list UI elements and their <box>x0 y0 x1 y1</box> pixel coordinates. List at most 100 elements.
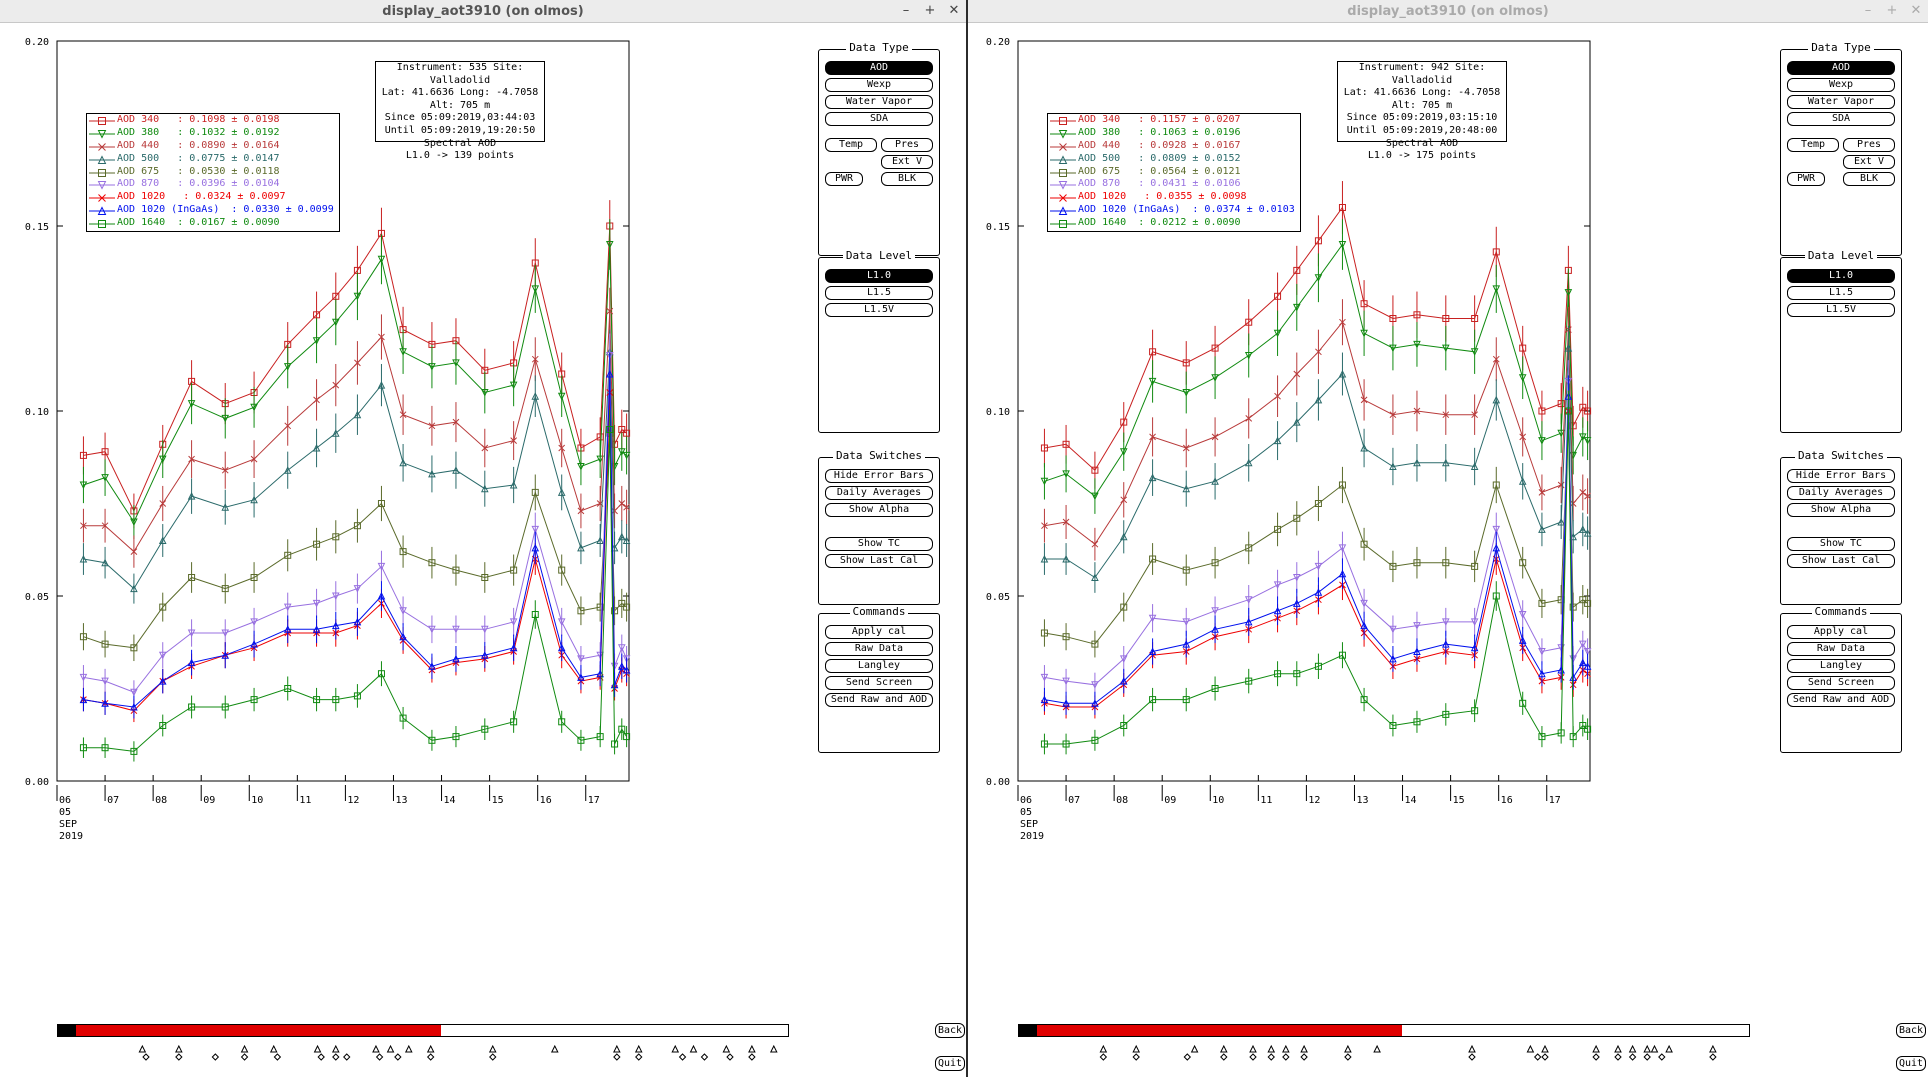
data-point <box>377 255 386 264</box>
apply-cal-button[interactable]: Apply cal <box>1787 625 1895 639</box>
pwr-button[interactable]: PWR <box>1787 172 1825 186</box>
minimize-icon[interactable]: – <box>1864 3 1872 18</box>
quit-button[interactable]: Quit <box>1896 1056 1926 1071</box>
data-point <box>510 718 518 726</box>
wexp-button[interactable]: Wexp <box>825 78 933 92</box>
data-point <box>250 618 258 627</box>
title-bar[interactable]: display_aot3910 (on olmos) – + ✕ <box>0 0 966 23</box>
data-point <box>452 418 460 426</box>
panel-title: Commands <box>849 605 909 618</box>
data-point <box>618 599 626 607</box>
wexp-button[interactable]: Wexp <box>1787 78 1895 92</box>
blk-button[interactable]: BLK <box>1843 172 1895 186</box>
maximize-icon[interactable]: + <box>924 3 936 18</box>
close-icon[interactable]: ✕ <box>948 3 960 18</box>
aod-button[interactable]: AOD <box>1787 61 1895 75</box>
hide-error-bars-button[interactable]: Hide Error Bars <box>1787 469 1895 483</box>
data-point <box>1518 477 1527 485</box>
ext-v-button[interactable]: Ext V <box>881 155 933 169</box>
data-point <box>1584 407 1592 415</box>
x-date-label: 05 <box>59 807 71 818</box>
send-screen-button[interactable]: Send Screen <box>825 676 933 690</box>
data-point <box>332 533 340 541</box>
maximize-icon[interactable]: + <box>1886 3 1898 18</box>
l10-button[interactable]: L1.0 <box>825 269 933 283</box>
data-point <box>452 625 460 634</box>
quit-button[interactable]: Quit <box>935 1056 965 1071</box>
l15v-button[interactable]: L1.5V <box>1787 303 1895 317</box>
info-line: Lat: 41.6636 Long: -4.7058 Alt: 705 m <box>1343 87 1501 111</box>
apply-cal-button[interactable]: Apply cal <box>825 625 933 639</box>
raw-data-button[interactable]: Raw Data <box>1787 642 1895 656</box>
show-alpha-button[interactable]: Show Alpha <box>1787 503 1895 517</box>
data-point <box>1040 477 1049 486</box>
time-range-bar[interactable] <box>57 1024 789 1037</box>
sda-button[interactable]: SDA <box>1787 112 1895 126</box>
l15-button[interactable]: L1.5 <box>1787 286 1895 300</box>
aod-button[interactable]: AOD <box>825 61 933 75</box>
l10-button[interactable]: L1.0 <box>1787 269 1895 283</box>
show-last-cal-button[interactable]: Show Last Cal <box>1787 554 1895 568</box>
data-point <box>531 355 539 363</box>
x-tick-label: 07 <box>107 795 119 806</box>
data-point <box>1471 707 1479 715</box>
data-point <box>1314 588 1323 596</box>
send-screen-button[interactable]: Send Screen <box>1787 676 1895 690</box>
time-range-bar[interactable] <box>1018 1024 1750 1037</box>
show-last-cal-button[interactable]: Show Last Cal <box>825 554 933 568</box>
pwr-button[interactable]: PWR <box>825 172 863 186</box>
l15-button[interactable]: L1.5 <box>825 286 933 300</box>
title-bar[interactable]: display_aot3910 (on olmos) – + ✕ <box>968 0 1928 23</box>
data-point <box>1538 669 1546 678</box>
data-point <box>159 500 167 507</box>
show-tc-button[interactable]: Show TC <box>825 537 933 551</box>
hide-error-bars-button[interactable]: Hide Error Bars <box>825 469 933 483</box>
send-raw-aod-button[interactable]: Send Raw and AOD <box>825 693 933 707</box>
daily-averages-button[interactable]: Daily Averages <box>825 486 933 500</box>
pres-button[interactable]: Pres <box>881 138 933 152</box>
show-alpha-button[interactable]: Show Alpha <box>825 503 933 517</box>
sda-button[interactable]: SDA <box>825 112 933 126</box>
data-point <box>1492 285 1501 294</box>
data-point <box>1338 369 1347 378</box>
data-point <box>1211 685 1219 692</box>
temp-button[interactable]: Temp <box>825 138 877 152</box>
legend-marker-icon <box>1050 142 1076 151</box>
data-point <box>1149 555 1157 563</box>
back-button[interactable]: Back <box>935 1023 965 1038</box>
close-icon[interactable]: ✕ <box>1910 3 1922 18</box>
raw-data-button[interactable]: Raw Data <box>825 642 933 656</box>
langley-button[interactable]: Langley <box>1787 659 1895 673</box>
data-point <box>1564 289 1573 297</box>
water-vapor-button[interactable]: Water Vapor <box>825 95 933 109</box>
data-point <box>332 381 340 389</box>
daily-averages-button[interactable]: Daily Averages <box>1787 486 1895 500</box>
data-point <box>1040 695 1049 704</box>
water-vapor-button[interactable]: Water Vapor <box>1787 95 1895 109</box>
data-point <box>1244 596 1253 604</box>
data-point <box>1182 696 1190 704</box>
legend-marker <box>1058 155 1068 164</box>
data-point <box>79 744 87 752</box>
temp-button[interactable]: Temp <box>1787 138 1839 152</box>
show-tc-button[interactable]: Show TC <box>1787 537 1895 551</box>
data-point <box>531 611 539 618</box>
data-point <box>221 651 230 659</box>
data-point <box>159 722 167 729</box>
back-button[interactable]: Back <box>1896 1023 1926 1038</box>
l15v-button[interactable]: L1.5V <box>825 303 933 317</box>
data-point <box>1314 237 1322 245</box>
legend-marker <box>97 129 107 139</box>
ext-v-button[interactable]: Ext V <box>1843 155 1895 169</box>
data-switches-panel: Data Switches Hide Error Bars Daily Aver… <box>818 449 940 605</box>
blk-button[interactable]: BLK <box>881 172 933 186</box>
series-aod-380 <box>79 219 631 540</box>
minimize-icon[interactable]: – <box>902 3 910 18</box>
data-point <box>1314 662 1322 670</box>
pres-button[interactable]: Pres <box>1843 138 1895 152</box>
data-point <box>1062 470 1070 479</box>
data-point <box>1519 433 1527 441</box>
send-raw-aod-button[interactable]: Send Raw and AOD <box>1787 693 1895 707</box>
data-point <box>1471 315 1479 322</box>
langley-button[interactable]: Langley <box>825 659 933 673</box>
